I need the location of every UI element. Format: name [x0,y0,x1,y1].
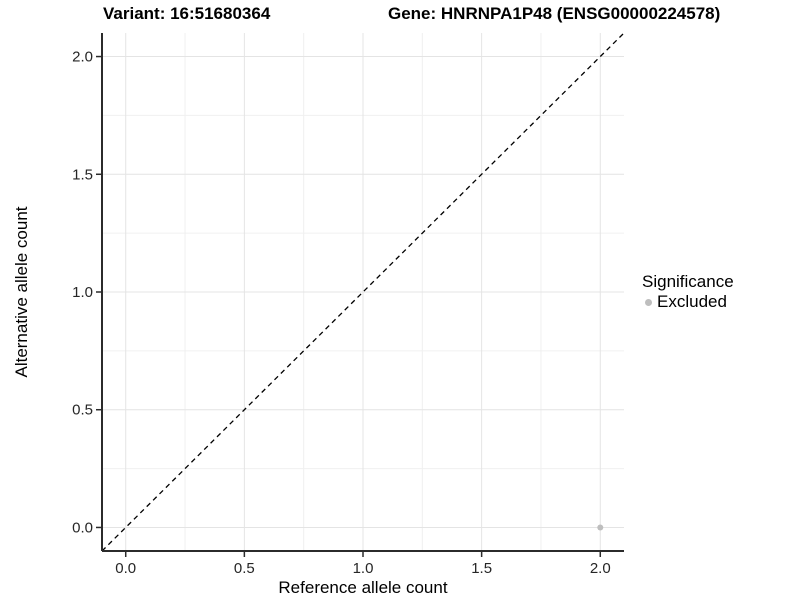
x-tick-label: 1.5 [471,560,492,577]
y-axis-title: Alternative allele count [12,206,31,378]
legend: Significance Excluded [642,272,734,312]
y-tick-label: 2.0 [72,49,93,66]
x-tick-label: 0.5 [234,560,255,577]
gene-title: Gene: HNRNPA1P48 (ENSG00000224578) [388,4,721,23]
variant-title: Variant: 16:51680364 [103,4,271,23]
x-tick-label: 1.0 [353,560,374,577]
x-tick-label: 2.0 [590,560,611,577]
legend-entry-label: Excluded [657,292,727,311]
y-tick-label: 1.0 [72,284,93,301]
x-tick-label: 0.0 [115,560,136,577]
y-tick-label: 1.5 [72,166,93,183]
data-point [597,524,604,531]
legend-entry-excluded: Excluded [642,292,734,312]
y-tick-label: 0.0 [72,519,93,536]
y-tick-label: 0.5 [72,402,93,419]
x-axis-title: Reference allele count [278,578,448,597]
identity-line [101,32,625,552]
legend-title: Significance [642,272,734,291]
legend-key-dot [645,298,652,306]
